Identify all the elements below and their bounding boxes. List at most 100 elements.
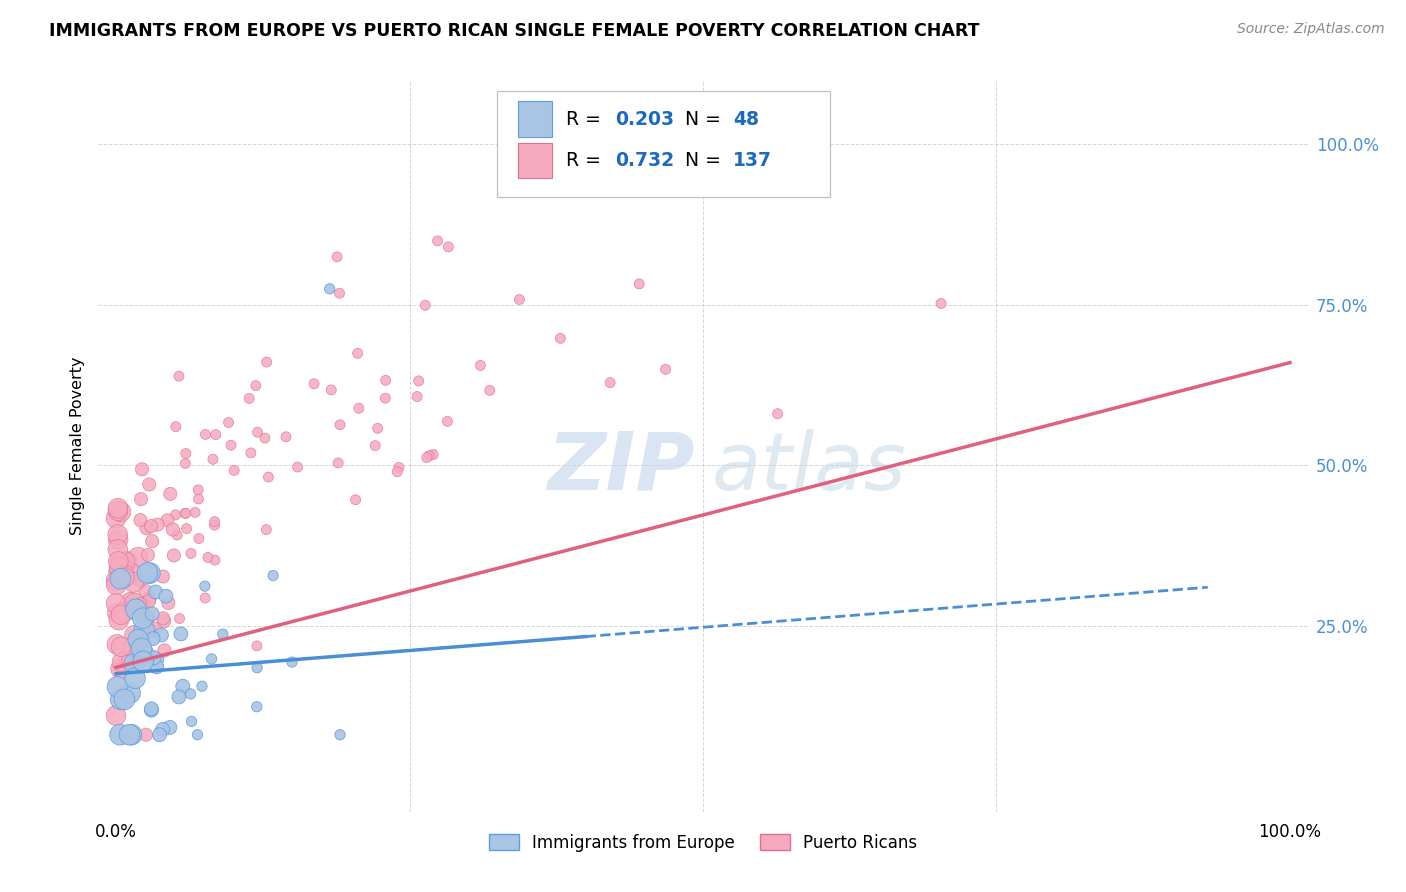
Point bbox=[138, 591, 160, 606]
Point bbox=[121, 640, 143, 655]
Point bbox=[124, 671, 146, 685]
Point bbox=[135, 521, 157, 535]
Point bbox=[245, 378, 267, 392]
Point bbox=[262, 568, 284, 582]
Text: atlas: atlas bbox=[711, 429, 907, 507]
Point bbox=[180, 546, 202, 560]
Point bbox=[108, 558, 131, 572]
Point bbox=[131, 641, 153, 656]
Point bbox=[117, 554, 139, 568]
Point bbox=[120, 728, 142, 742]
Point bbox=[105, 511, 128, 525]
Point bbox=[124, 596, 146, 610]
Point bbox=[120, 595, 142, 609]
Point bbox=[110, 607, 132, 622]
Point bbox=[150, 628, 173, 642]
Point bbox=[163, 549, 186, 563]
Point bbox=[219, 438, 242, 452]
Point bbox=[246, 699, 269, 714]
Text: N =: N = bbox=[685, 152, 727, 170]
Point bbox=[135, 728, 157, 742]
Point bbox=[141, 607, 163, 621]
Point bbox=[112, 692, 135, 706]
Point bbox=[167, 369, 190, 384]
Point bbox=[128, 574, 150, 588]
Point bbox=[110, 692, 132, 706]
Point bbox=[204, 553, 226, 567]
Point bbox=[174, 446, 197, 460]
Point bbox=[180, 714, 202, 729]
Point bbox=[141, 702, 163, 716]
Point bbox=[117, 653, 139, 667]
Point bbox=[107, 680, 129, 694]
Point bbox=[180, 687, 202, 701]
Point bbox=[654, 362, 676, 376]
Point bbox=[159, 487, 181, 501]
Point bbox=[129, 597, 152, 611]
Point bbox=[136, 566, 159, 580]
Point bbox=[131, 462, 153, 476]
Point bbox=[174, 457, 197, 471]
Point bbox=[159, 721, 181, 735]
Point bbox=[111, 655, 134, 669]
Point bbox=[122, 575, 145, 590]
Point bbox=[628, 277, 651, 291]
Point bbox=[105, 606, 128, 620]
Point bbox=[187, 483, 209, 497]
Point bbox=[146, 517, 169, 532]
Point bbox=[172, 679, 194, 693]
Point bbox=[256, 355, 278, 369]
Point bbox=[108, 559, 131, 574]
Text: 137: 137 bbox=[734, 152, 772, 170]
Point bbox=[184, 505, 207, 519]
FancyBboxPatch shape bbox=[517, 144, 553, 178]
Point bbox=[155, 589, 177, 603]
Point bbox=[418, 449, 440, 463]
FancyBboxPatch shape bbox=[517, 102, 553, 136]
Point bbox=[204, 518, 226, 533]
Point bbox=[347, 401, 370, 416]
Point bbox=[329, 417, 352, 432]
Point bbox=[218, 416, 240, 430]
Point bbox=[107, 533, 129, 547]
Point bbox=[274, 430, 297, 444]
Point bbox=[124, 657, 146, 671]
Point bbox=[187, 491, 209, 506]
Point bbox=[145, 585, 167, 599]
Point bbox=[929, 296, 952, 310]
Point bbox=[152, 723, 174, 737]
Point bbox=[344, 492, 367, 507]
Point bbox=[141, 534, 163, 549]
Point bbox=[138, 477, 160, 491]
Point bbox=[201, 452, 224, 467]
Point bbox=[201, 652, 224, 666]
Point bbox=[121, 566, 143, 581]
Point bbox=[326, 250, 349, 264]
Point bbox=[191, 679, 214, 693]
Point bbox=[132, 654, 155, 668]
Point bbox=[114, 605, 136, 619]
Point bbox=[108, 613, 131, 627]
Point bbox=[139, 624, 162, 638]
Text: Source: ZipAtlas.com: Source: ZipAtlas.com bbox=[1237, 22, 1385, 37]
Point bbox=[166, 528, 188, 542]
Point bbox=[211, 627, 233, 641]
Point bbox=[422, 447, 444, 461]
Point bbox=[114, 604, 136, 618]
Point bbox=[134, 583, 156, 598]
Point bbox=[321, 383, 343, 397]
Point bbox=[132, 647, 155, 661]
Point bbox=[204, 427, 226, 442]
Point bbox=[416, 450, 439, 465]
Point bbox=[105, 596, 128, 610]
Point bbox=[139, 566, 162, 581]
Point bbox=[107, 501, 129, 516]
Point bbox=[153, 614, 176, 628]
Y-axis label: Single Female Poverty: Single Female Poverty bbox=[69, 357, 84, 535]
Point bbox=[302, 376, 325, 391]
Point bbox=[107, 527, 129, 541]
Point bbox=[257, 470, 280, 484]
Point bbox=[132, 597, 155, 611]
Point bbox=[346, 346, 368, 360]
Point bbox=[124, 628, 146, 642]
